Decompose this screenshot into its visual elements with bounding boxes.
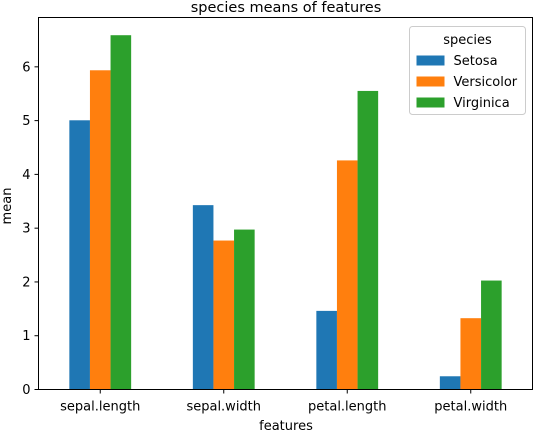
x-tick-label: sepal.width — [186, 400, 261, 415]
y-tick-label: 6 — [22, 60, 30, 75]
legend-swatch-virginica — [416, 97, 445, 108]
bar-setosa-sepal-length — [69, 120, 90, 390]
legend-swatch-versicolor — [416, 76, 445, 87]
y-axis-label: mean — [0, 188, 15, 225]
y-tick-label: 4 — [22, 168, 30, 183]
y-tick-label: 5 — [22, 114, 30, 129]
bar-virginica-sepal-length — [110, 35, 132, 390]
bar-setosa-petal-width — [439, 376, 461, 390]
legend-label-virginica: Virginica — [454, 96, 510, 111]
plot-frame — [38, 17, 533, 390]
bar-versicolor-sepal-width — [213, 240, 235, 390]
plot-area: sepal.length sepal.width petal.length petal… — [22, 35, 507, 415]
x-axis-label: features — [259, 419, 313, 433]
y-tick-label: 0 — [22, 383, 30, 398]
legend-label-versicolor: Versicolor — [454, 75, 518, 90]
legend-swatch-setosa — [416, 55, 445, 66]
bar-versicolor-petal-width — [460, 318, 482, 390]
y-tick-label: 3 — [22, 222, 30, 237]
bar-virginica-petal-width — [481, 280, 502, 390]
bar-versicolor-sepal-length — [89, 70, 111, 390]
bar-virginica-petal-length — [357, 90, 379, 390]
x-tick-label: petal.width — [434, 400, 507, 415]
bar-versicolor-petal-length — [336, 160, 358, 390]
x-tick-label: petal.length — [308, 400, 387, 415]
legend-title: species — [443, 33, 492, 48]
bar-setosa-petal-length — [316, 310, 337, 390]
bar-virginica-sepal-width — [234, 229, 255, 390]
y-tick-label: 1 — [22, 329, 30, 344]
legend-frame — [409, 26, 526, 115]
y-tick-label: 2 — [22, 275, 30, 290]
chart-title: species means of features — [191, 0, 382, 16]
legend-label-setosa: Setosa — [454, 54, 498, 69]
legend: species Setosa Versicolor Virginica — [409, 26, 526, 115]
bar-setosa-sepal-width — [192, 205, 214, 390]
x-tick-label: sepal.length — [60, 400, 140, 415]
